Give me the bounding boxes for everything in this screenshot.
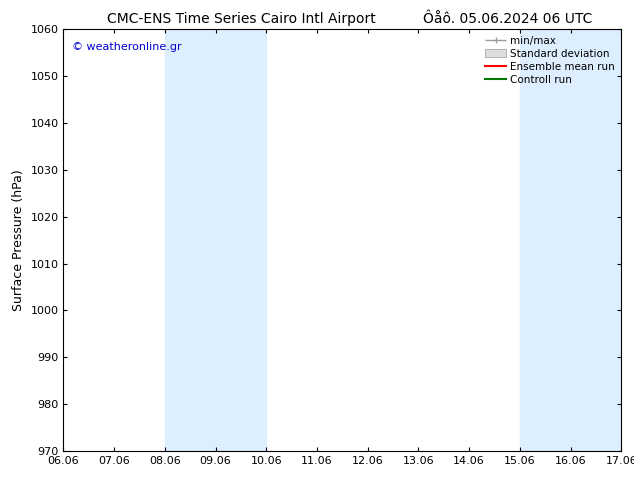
Bar [165, 29, 266, 451]
Y-axis label: Surface Pressure (hPa): Surface Pressure (hPa) [12, 169, 25, 311]
Bar [520, 29, 621, 451]
Text: Ôåô. 05.06.2024 06 UTC: Ôåô. 05.06.2024 06 UTC [422, 12, 592, 26]
Text: © weatheronline.gr: © weatheronline.gr [72, 42, 181, 52]
Legend: min/max, Standard deviation, Ensemble mean run, Controll run: min/max, Standard deviation, Ensemble me… [481, 31, 619, 89]
Text: CMC-ENS Time Series Cairo Intl Airport: CMC-ENS Time Series Cairo Intl Airport [107, 12, 375, 26]
